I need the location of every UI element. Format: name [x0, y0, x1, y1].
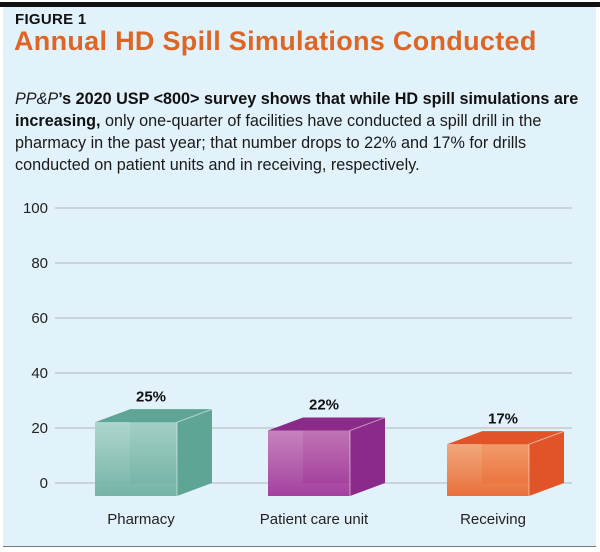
bar-chart: 0 20 40 60 80 100 25% 22% 17% Pharmacy Patient c… — [23, 200, 572, 528]
data-label: 17% — [488, 410, 518, 427]
bar-receiving — [447, 430, 565, 496]
y-tick-label: 80 — [31, 255, 48, 272]
bar-top-face — [268, 417, 385, 431]
bar-front-face — [95, 422, 177, 496]
y-tick-label: 40 — [31, 365, 48, 382]
figure-label: FIGURE 1 — [15, 11, 87, 28]
bar-front-face — [268, 430, 350, 496]
y-tick-label: 0 — [40, 475, 48, 492]
x-axis-labels: Pharmacy Patient care unit Receiving — [107, 511, 526, 528]
y-tick-label: 100 — [23, 200, 48, 217]
data-label: 25% — [136, 388, 166, 405]
data-label: 22% — [309, 397, 339, 414]
bar-patient-care-unit — [268, 417, 386, 496]
bar-edge — [349, 417, 386, 496]
bar-pharmacy — [95, 408, 213, 496]
bar-edge — [528, 430, 565, 496]
bar-edge — [176, 408, 213, 496]
bar-front-face — [447, 444, 529, 496]
chart-title: Annual HD Spill Simulations Conducted — [14, 26, 537, 56]
description-italic-lead: PP&P — [15, 90, 59, 108]
bar-top-face — [95, 409, 212, 423]
y-tick-label: 60 — [31, 310, 48, 327]
y-tick-label: 20 — [31, 420, 48, 437]
description-bold-part: ’s 2020 USP <800> survey shows that whil… — [15, 90, 579, 130]
bar-side-face — [177, 409, 212, 496]
x-category-label: Pharmacy — [107, 511, 175, 528]
figure-description: PP&P’s 2020 USP <800> survey shows that … — [15, 88, 595, 176]
top-rule — [0, 2, 600, 7]
bar-side-face — [350, 417, 385, 496]
bar-side-face — [529, 431, 564, 496]
bottom-rule — [3, 546, 596, 547]
bars: 25% 22% 17% — [95, 388, 565, 496]
x-category-label: Receiving — [460, 511, 526, 528]
y-axis-ticks: 0 20 40 60 80 100 — [23, 200, 48, 492]
x-category-label: Patient care unit — [260, 511, 369, 528]
bar-top-face — [447, 431, 564, 445]
description-regular-part: only one-quarter of facilities have cond… — [15, 112, 542, 174]
